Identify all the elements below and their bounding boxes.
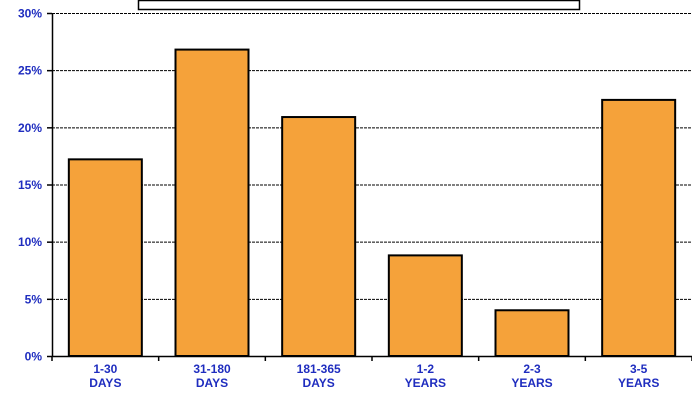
y-tick-label-20: 20%	[18, 121, 42, 135]
bar-2[interactable]	[281, 116, 357, 357]
x-tick-label-5-line-0: 3-5	[630, 362, 648, 376]
x-tick-label-3-line-0: 1-2	[417, 362, 435, 376]
y-tick-label-0: 0%	[25, 350, 43, 364]
x-tick-label-1: 31-180 DAYS	[193, 362, 231, 390]
x-tick-label-4-line-0: 2-3	[523, 362, 541, 376]
y-tick-label-25: 25%	[18, 64, 42, 78]
x-tick-label-3-line-1: YEARS	[405, 376, 446, 390]
x-tick-label-2-line-1: DAYS	[303, 376, 335, 390]
x-tick-label-0-line-0: 1-30	[93, 362, 117, 376]
y-tick-label-10: 10%	[18, 235, 42, 249]
x-tick-label-1-line-1: DAYS	[196, 376, 228, 390]
x-tick-label-2: 181-365 DAYS	[297, 362, 341, 390]
bar-3[interactable]	[387, 254, 463, 358]
gridlines	[52, 13, 692, 300]
x-tick-label-0: 1-30 DAYS	[89, 362, 121, 390]
bars	[67, 48, 677, 358]
x-tick-label-5: 3-5 YEARS	[618, 362, 659, 390]
x-tick-label-2-line-0: 181-365	[297, 362, 341, 376]
x-axis-ticks	[51, 356, 692, 361]
x-tick-label-3: 1-2 YEARS	[405, 362, 446, 390]
x-tick-label-0-line-1: DAYS	[89, 376, 121, 390]
x-tick-label-1-line-0: 31-180	[193, 362, 231, 376]
bar-0[interactable]	[67, 158, 143, 357]
x-tick-label-4: 2-3 YEARS	[511, 362, 552, 390]
x-tick-label-4-line-1: YEARS	[511, 376, 552, 390]
y-tick-label-30: 30%	[18, 7, 42, 21]
bar-4[interactable]	[494, 309, 570, 357]
legend-box	[137, 0, 581, 11]
x-tick-label-5-line-1: YEARS	[618, 376, 659, 390]
y-axis-ticks: 0% 5% 10% 15% 20% 25% 30%	[18, 7, 52, 364]
bar-1[interactable]	[174, 48, 250, 357]
y-tick-label-15: 15%	[18, 178, 42, 192]
bar-5[interactable]	[601, 98, 677, 357]
y-tick-label-5: 5%	[25, 292, 43, 306]
